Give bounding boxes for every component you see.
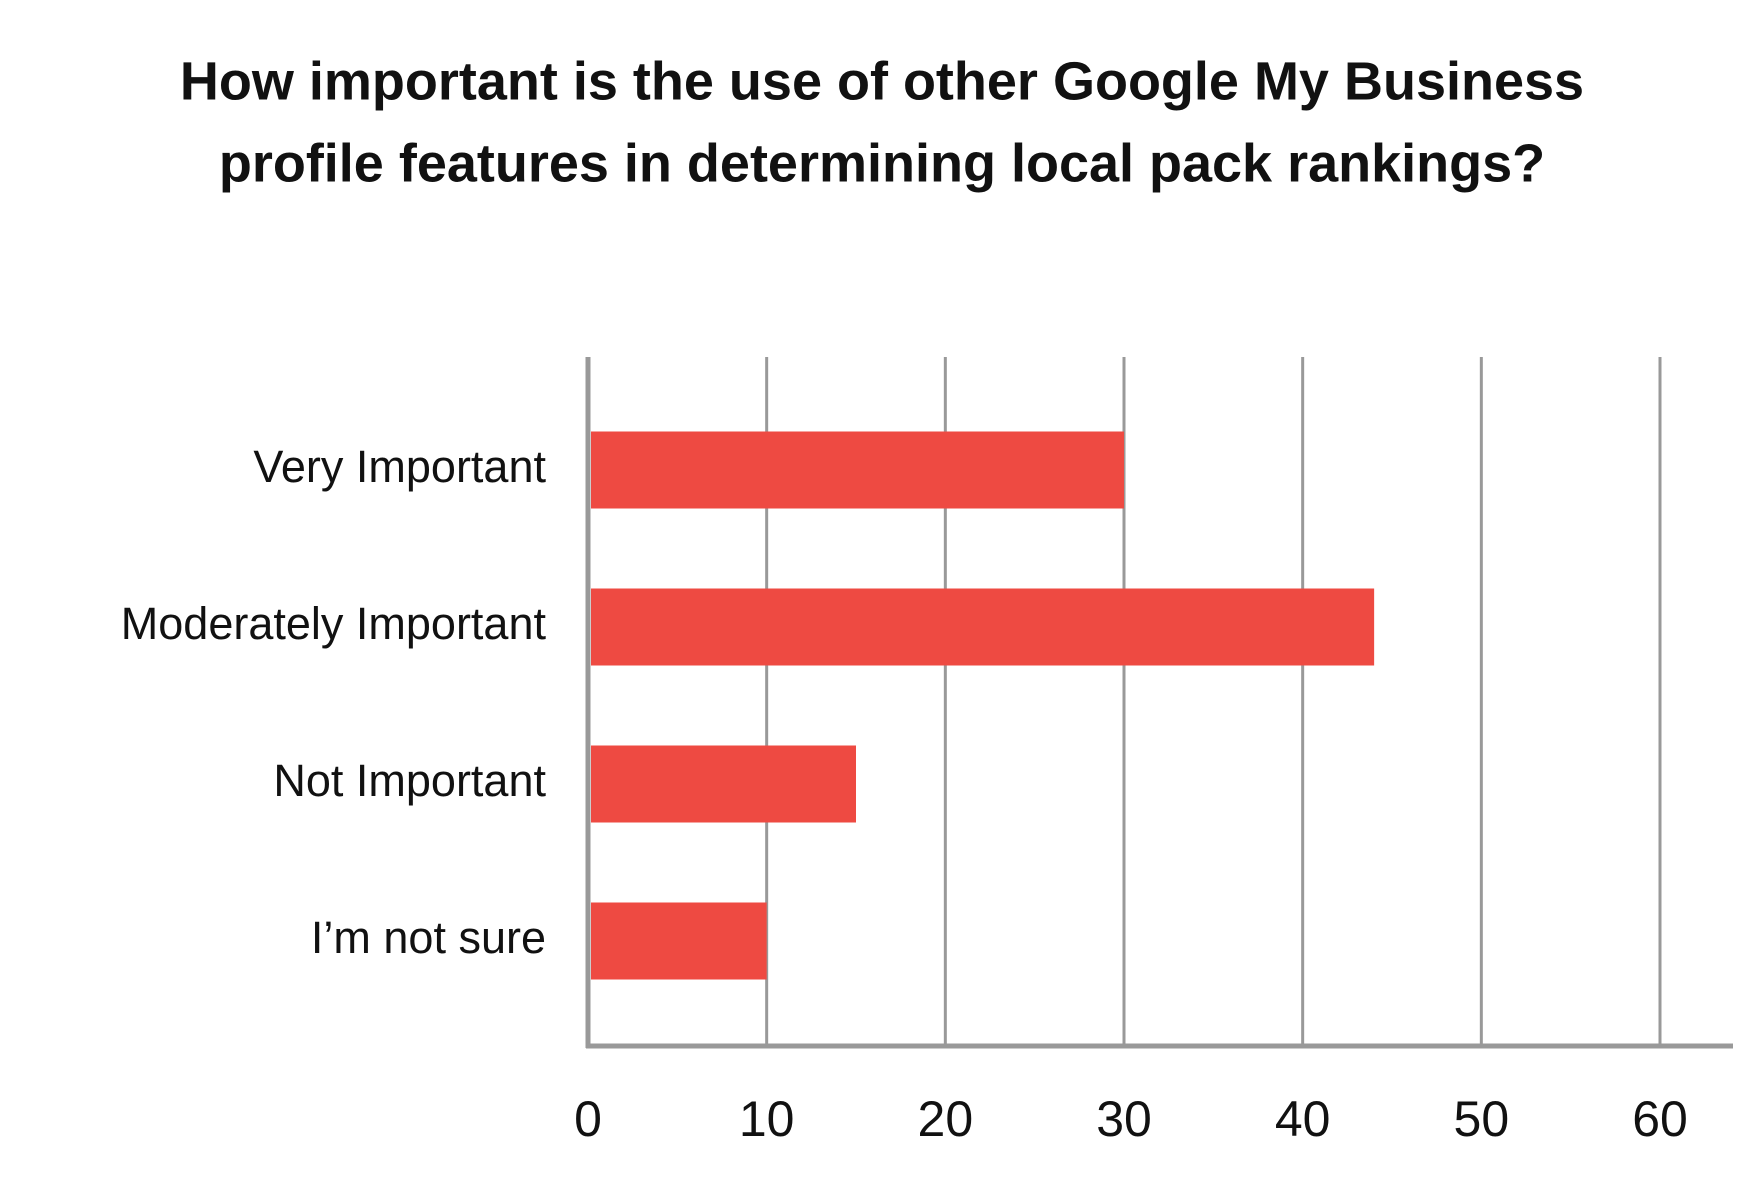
chart-title: profile features in determining local pa… xyxy=(219,133,1545,193)
y-tick-label: Moderately Important xyxy=(121,598,547,649)
chart-title: How important is the use of other Google… xyxy=(180,51,1584,111)
y-tick-label: Not Important xyxy=(273,755,546,806)
y-tick-label: I’m not sure xyxy=(311,912,546,963)
x-tick-label: 60 xyxy=(1632,1091,1688,1147)
x-tick-label: 10 xyxy=(739,1091,795,1147)
x-tick-label: 30 xyxy=(1096,1091,1152,1147)
x-tick-label: 50 xyxy=(1454,1091,1510,1147)
y-tick-label: Very Important xyxy=(253,441,546,492)
x-tick-label: 20 xyxy=(918,1091,974,1147)
x-tick-label: 0 xyxy=(574,1091,602,1147)
bar xyxy=(591,588,1375,666)
bar xyxy=(591,745,856,823)
bar xyxy=(591,902,767,980)
bar xyxy=(591,431,1124,509)
x-tick-label: 40 xyxy=(1275,1091,1331,1147)
